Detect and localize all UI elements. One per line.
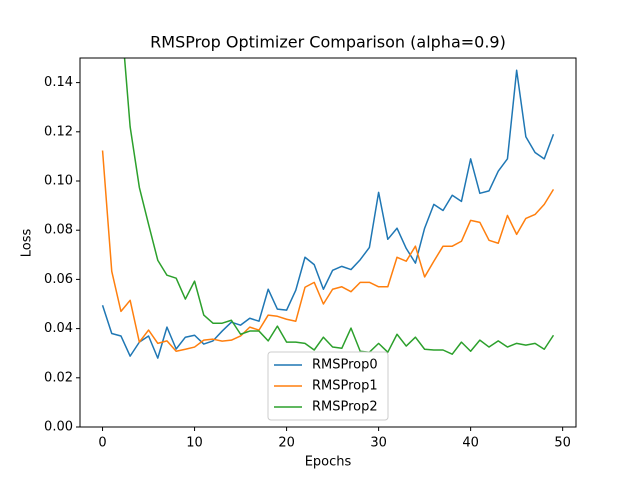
series-line (101, 150, 555, 352)
legend-label: RMSProp2 (312, 400, 378, 415)
x-tick-label: 20 (278, 436, 295, 451)
x-tick-label: 0 (98, 436, 106, 451)
y-tick-label: 0.12 (44, 124, 73, 139)
x-tick-label: 40 (462, 436, 479, 451)
y-tick-label: 0.06 (44, 272, 73, 287)
y-tick-label: 0.02 (44, 370, 73, 385)
legend-label: RMSProp0 (312, 358, 378, 373)
plot-area (101, 58, 555, 359)
y-tick-label: 0.08 (44, 223, 73, 238)
y-tick-label: 0.14 (44, 75, 73, 90)
y-tick-label: 0.10 (44, 174, 73, 189)
legend-box (267, 351, 389, 421)
axes-frame (79, 57, 577, 428)
x-tick-label: 30 (370, 436, 387, 451)
y-tick-label: 0.04 (44, 321, 73, 336)
legend-label: RMSProp1 (312, 379, 378, 394)
series-line (123, 58, 555, 355)
series-line (101, 69, 555, 359)
x-tick-label: 50 (554, 436, 571, 451)
y-tick-label: 0.00 (44, 420, 73, 435)
x-tick-label: 10 (186, 436, 203, 451)
chart-title: RMSProp Optimizer Comparison (alpha=0.9) (150, 33, 506, 52)
x-axis-label: Epochs (305, 455, 352, 470)
y-axis-label: Loss (20, 229, 35, 258)
